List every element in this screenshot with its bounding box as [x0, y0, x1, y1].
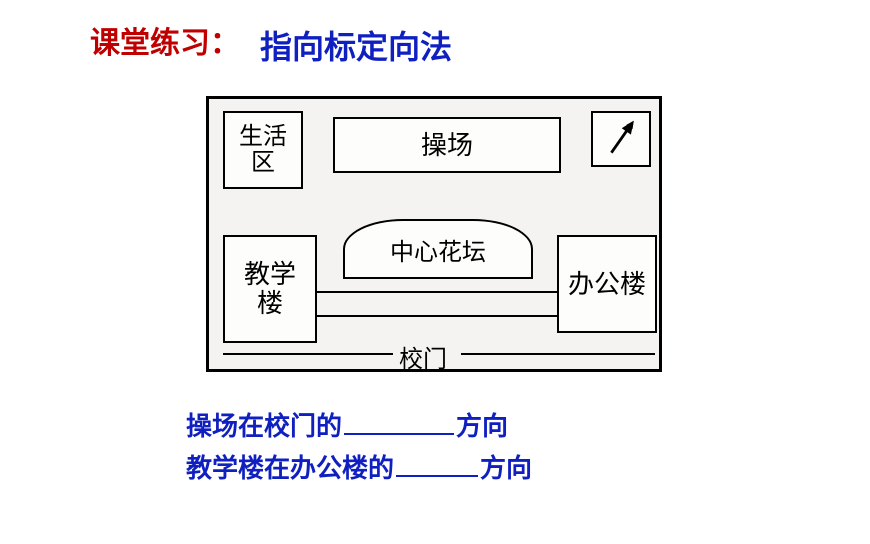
block-teaching-line2: 楼	[257, 289, 283, 318]
question-2: 教学楼在办公楼的 方向	[186, 448, 532, 490]
block-teaching-line1: 教学	[244, 260, 296, 289]
path-line-1	[317, 291, 557, 293]
north-arrow-icon	[583, 102, 659, 177]
q2-blank	[396, 449, 478, 476]
question-1: 操场在校门的 方向	[186, 406, 532, 448]
block-office-building: 办公楼	[557, 235, 657, 333]
gate-line-right	[461, 353, 655, 355]
title-blue: 指向标定向法	[260, 22, 452, 68]
block-teaching-building: 教学 楼	[223, 235, 317, 343]
block-flowerbed: 中心花坛	[343, 219, 533, 279]
title-red: 课堂练习：	[90, 18, 240, 62]
gate-line-left	[223, 353, 393, 355]
gate-label: 校门	[399, 339, 447, 374]
q1-blank	[344, 408, 454, 435]
campus-map: 生活 区 操场 中心花坛 教学 楼 办公楼 校门	[206, 96, 662, 372]
q1-post: 方向	[456, 411, 508, 441]
questions: 操场在校门的方向 教学楼在办公楼的方向	[186, 406, 532, 489]
block-living-line1: 生活	[239, 124, 287, 150]
path-line-2	[317, 315, 557, 317]
q1-pre: 操场在校门的	[186, 411, 342, 441]
block-playground: 操场	[333, 117, 561, 173]
q2-post: 方向	[480, 453, 532, 483]
block-living-line2: 区	[251, 150, 275, 176]
compass-arrow-box	[591, 111, 651, 167]
block-living-area: 生活 区	[223, 111, 303, 189]
q2-pre: 教学楼在办公楼的	[186, 453, 394, 483]
